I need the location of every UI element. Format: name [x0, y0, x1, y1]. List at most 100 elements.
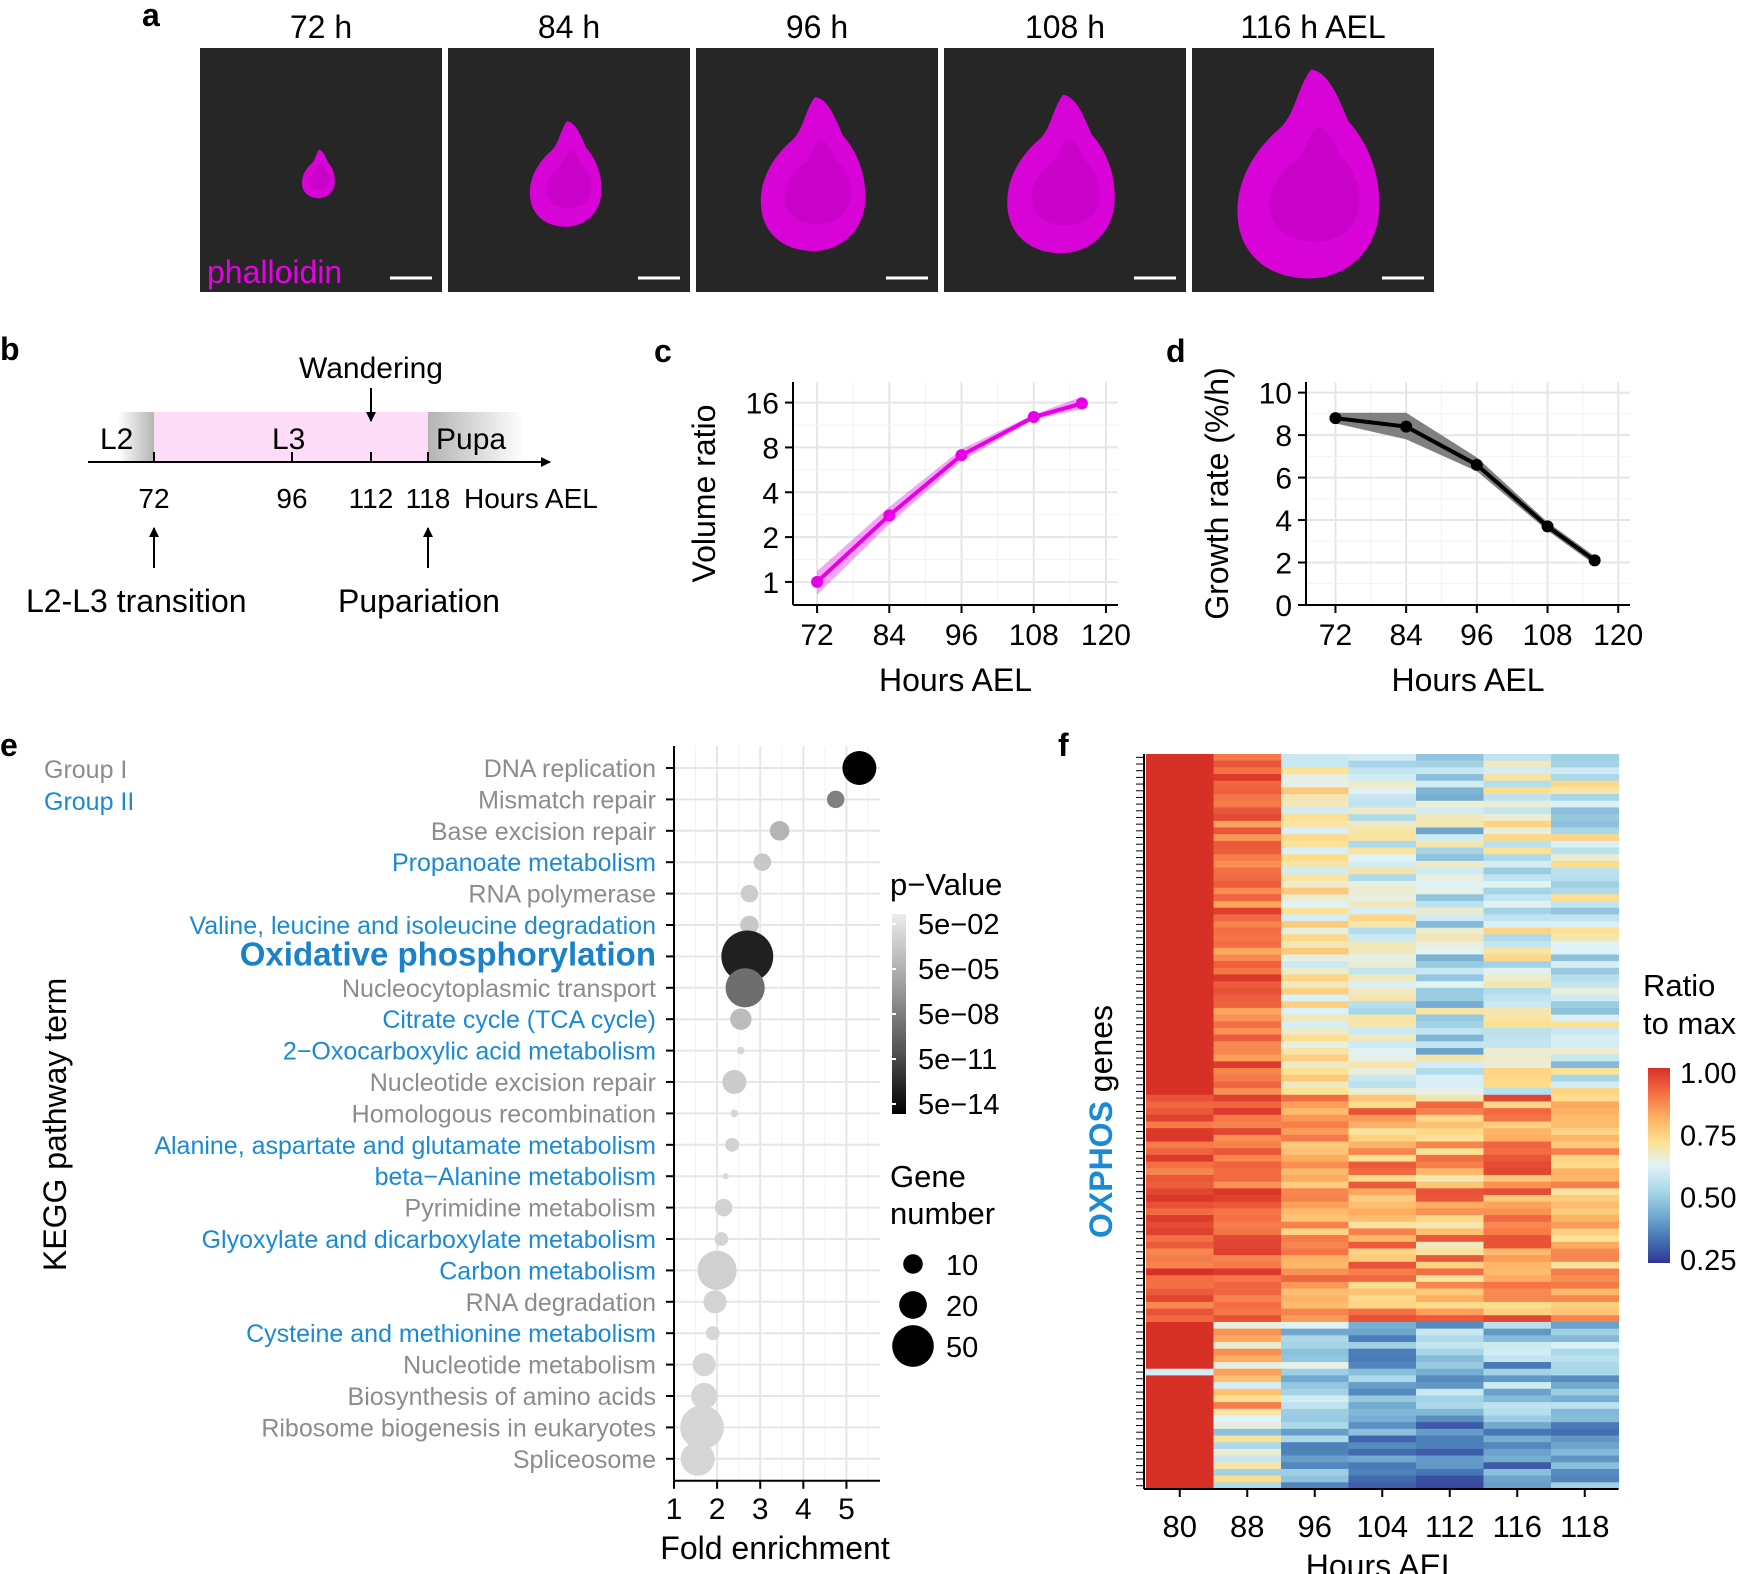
heatmap-cell	[1483, 760, 1552, 768]
heatmap-cell	[1281, 947, 1349, 955]
y-tick-label: 4	[1275, 505, 1292, 538]
heatmap-cell	[1213, 1081, 1282, 1089]
heatmap-cell	[1213, 1021, 1282, 1029]
heatmap-cell	[1281, 981, 1349, 989]
heatmap-cell	[1416, 780, 1484, 788]
enrichment-point	[740, 884, 759, 903]
heatmap-cell	[1483, 1415, 1552, 1423]
enrichment-point	[722, 1173, 729, 1180]
heatmap-cell	[1213, 1094, 1282, 1102]
heatmap-cell	[1281, 760, 1349, 768]
heatmap-cell	[1551, 1348, 1619, 1356]
heatmap-cell	[1146, 1448, 1214, 1457]
heatmap-cell	[1146, 1281, 1214, 1290]
heatmap-cell	[1213, 1154, 1282, 1163]
heatmap-cell	[1213, 1475, 1282, 1483]
heatmap-cell	[1416, 767, 1484, 775]
heatmap-cell	[1348, 894, 1417, 902]
heatmap-cell	[1146, 1014, 1214, 1022]
heatmap-cell	[1483, 1074, 1552, 1082]
heatmap-cell	[1483, 1161, 1552, 1169]
heatmap-cell	[1281, 1455, 1349, 1463]
heatmap-cell	[1146, 901, 1214, 909]
heatmap-cell	[1348, 1021, 1417, 1029]
heatmap-cell	[1281, 1255, 1349, 1263]
heatmap-cell	[1551, 1382, 1619, 1390]
heatmap-cell	[1281, 1348, 1349, 1356]
enrichment-point	[680, 1405, 724, 1450]
heatmap-cell	[1551, 820, 1619, 828]
heatmap-cell	[1348, 794, 1417, 802]
heatmap-cell	[1483, 1141, 1552, 1149]
heatmap-cell	[1213, 854, 1282, 862]
image-tile-3: 96 h	[696, 9, 938, 292]
heatmap-cell	[1551, 974, 1619, 982]
heatmap-cell	[1416, 894, 1484, 902]
heatmap-cell	[1483, 1482, 1552, 1490]
event-pupariation: Pupariation	[338, 583, 500, 619]
heatmap-cell	[1416, 1268, 1484, 1276]
heatmap-cell	[1146, 1141, 1214, 1149]
heatmap-cell	[1213, 1221, 1282, 1229]
kegg-enrichment-chart: DNA replication Mismatch repair Base excis…	[37, 746, 1002, 1566]
heatmap-cell	[1281, 894, 1349, 902]
heatmap-cell	[1213, 974, 1282, 982]
heatmap-cell	[1146, 954, 1214, 962]
heatmap-legend-label: 0.25	[1680, 1245, 1736, 1277]
growth-rate-chart: 72 84 96 108 120 0 2 4 6 8 10 Hours AEL Growth rate …	[1199, 367, 1643, 698]
heatmap-cell	[1146, 1428, 1214, 1437]
heatmap-cell	[1483, 887, 1552, 895]
heatmap-cell	[1416, 1315, 1484, 1323]
heatmap-cell	[1483, 1255, 1552, 1263]
heatmap-cell	[1146, 1215, 1214, 1223]
data-point	[1400, 420, 1413, 433]
heatmap-cell	[1416, 1241, 1484, 1249]
stage-l2: L2	[100, 423, 133, 456]
heatmap-cell	[1281, 1275, 1349, 1283]
term-label: RNA degradation	[466, 1289, 656, 1317]
heatmap-cell	[1146, 1395, 1214, 1403]
heatmap-cell	[1551, 1128, 1619, 1136]
heatmap-cell	[1483, 1101, 1552, 1109]
heatmap-cell	[1146, 1148, 1214, 1156]
x-tick-label: 2	[709, 1493, 726, 1526]
heatmap-cell	[1213, 1027, 1282, 1036]
heatmap-cell	[1483, 981, 1552, 989]
heatmap-cell	[1416, 867, 1484, 875]
heatmap-cell	[1551, 1061, 1619, 1069]
heatmap-cell	[1483, 1114, 1552, 1122]
heatmap-cell	[1483, 1201, 1552, 1209]
heatmap-cell	[1146, 854, 1214, 862]
heatmap-cell	[1281, 1034, 1349, 1042]
heatmap-cell	[1416, 1415, 1484, 1423]
heatmap-cell	[1281, 907, 1349, 915]
heatmap-cell	[1213, 1101, 1282, 1109]
heatmap-cell	[1213, 1375, 1282, 1383]
heatmap-cell	[1416, 1348, 1484, 1356]
heatmap-cell	[1551, 887, 1619, 895]
heatmap-cell	[1281, 1094, 1349, 1102]
heatmap-cell	[1483, 1154, 1552, 1163]
heatmap-cell	[1213, 907, 1282, 915]
heatmap-cell	[1551, 1101, 1619, 1109]
heatmap-cell	[1416, 860, 1484, 869]
heatmap-cell	[1146, 1408, 1214, 1416]
heatmap-cell	[1416, 1148, 1484, 1156]
heatmap-cell	[1483, 840, 1552, 849]
heatmap-cell	[1551, 1482, 1619, 1490]
heatmap-cell	[1483, 814, 1552, 822]
heatmap-cell	[1551, 1395, 1619, 1403]
heatmap-cell	[1551, 807, 1619, 815]
column-label: 112	[1425, 1509, 1474, 1544]
heatmap-cell	[1483, 1195, 1552, 1203]
heatmap-cell	[1146, 840, 1214, 849]
heatmap-cell	[1281, 820, 1349, 828]
y-axis-title: KEGG pathway term	[37, 978, 73, 1271]
heatmap-cell	[1213, 934, 1282, 942]
heatmap-cell	[1213, 954, 1282, 962]
heatmap-cell	[1281, 901, 1349, 909]
heatmap-cell	[1551, 840, 1619, 849]
heatmap-cell	[1416, 1301, 1484, 1310]
heatmap-cell	[1348, 941, 1417, 949]
heatmap-cell	[1416, 1054, 1484, 1062]
